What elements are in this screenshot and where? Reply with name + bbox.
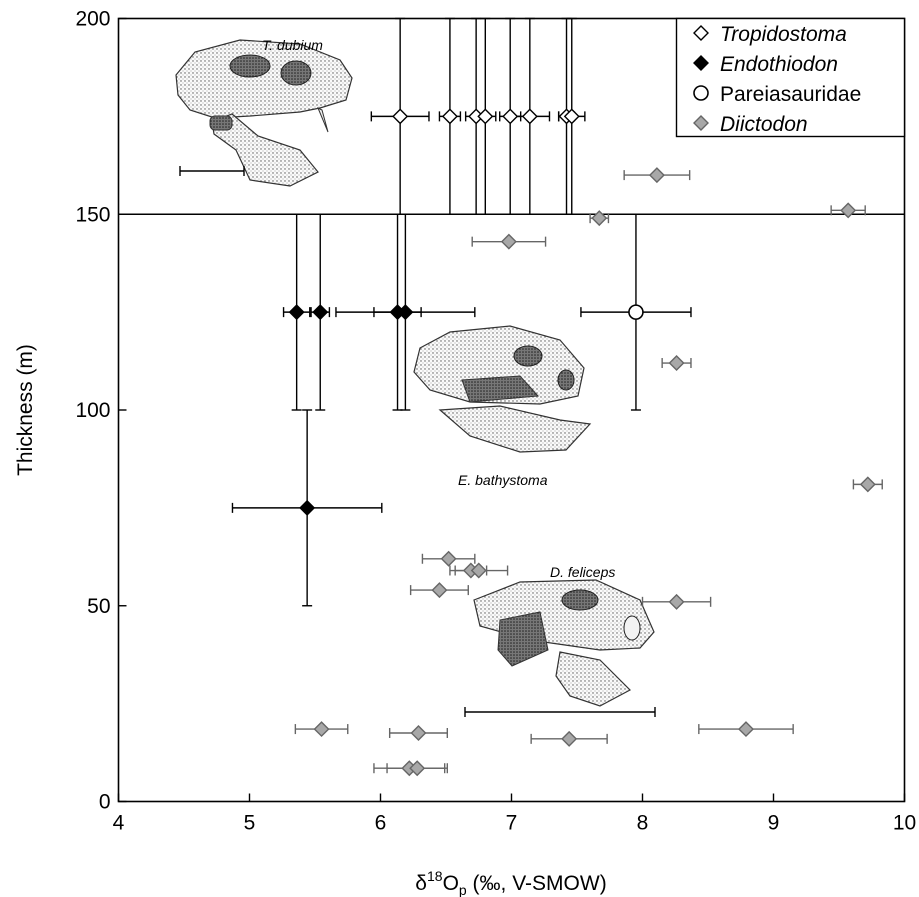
marker-endothiodon-0 [288, 304, 305, 321]
marker-tropidostoma-7 [563, 108, 580, 125]
legend: Tropidostoma Endothiodon Pareiasauridae … [675, 17, 906, 138]
x-axis-label-delta: δ [415, 872, 427, 895]
y-tick-label-0: 0 [99, 791, 111, 814]
marker-tropidostoma-5 [521, 108, 538, 125]
legend-marker-pareiasauridae [693, 85, 709, 101]
marker-diictodon-0 [648, 167, 665, 184]
marker-tropidostoma-3 [477, 108, 494, 125]
x-axis-label-superscript: 18 [427, 868, 443, 884]
y-tick-label-3: 150 [75, 203, 110, 226]
skull-illustration-t-dubium [175, 39, 353, 187]
marker-diictodon-11 [313, 721, 330, 738]
x-axis-label-subscript: p [459, 882, 467, 897]
marker-diictodon-12 [410, 724, 427, 741]
marker-tropidostoma-1 [441, 108, 458, 125]
skull-illustration-d-feliceps [473, 579, 655, 707]
marker-diictodon-8 [470, 562, 487, 579]
x-tick-label-5: 9 [768, 812, 780, 835]
x-tick-label-2: 6 [375, 812, 387, 835]
y-tick-label-4: 200 [75, 8, 110, 31]
marker-diictodon-3 [500, 233, 517, 250]
marker-pareiasauridae-0 [628, 304, 644, 320]
marker-diictodon-10 [668, 593, 685, 610]
legend-marker-endothiodon [693, 55, 709, 71]
data-markers [288, 108, 876, 777]
x-axis-label-o: O [443, 872, 459, 895]
x-tick-label-3: 7 [506, 812, 518, 835]
x-tick-label-4: 8 [637, 812, 649, 835]
specimen-label-e-bathystoma: E. bathystoma [458, 472, 548, 488]
x-tick-label-1: 5 [244, 812, 256, 835]
marker-diictodon-13 [738, 721, 754, 738]
legend-label-pareiasauridae: Pareiasauridae [720, 83, 861, 106]
marker-endothiodon-3 [397, 304, 414, 321]
marker-diictodon-6 [440, 550, 457, 567]
y-tick-label-1: 50 [87, 595, 110, 618]
marker-diictodon-2 [591, 210, 608, 227]
legend-label-tropidostoma: Tropidostoma [720, 23, 847, 46]
x-axis-label: δ18Op (‰, V-SMOW) [415, 868, 606, 897]
marker-diictodon-4 [668, 355, 685, 372]
marker-diictodon-9 [431, 582, 448, 599]
legend-label-diictodon: Diictodon [720, 113, 808, 136]
marker-tropidostoma-4 [502, 108, 519, 125]
x-tick-label-6: 10 [893, 812, 916, 835]
marker-diictodon-1 [840, 202, 857, 219]
marker-diictodon-5 [859, 476, 876, 493]
skull-illustration-e-bathystoma [413, 325, 592, 453]
x-axis-label-units: (‰, V-SMOW) [467, 872, 607, 895]
legend-marker-diictodon [693, 115, 709, 131]
x-tick-label-0: 4 [113, 812, 125, 835]
marker-endothiodon-4 [299, 499, 316, 516]
marker-endothiodon-1 [312, 304, 329, 321]
legend-box [675, 17, 906, 138]
legend-label-endothiodon: Endothiodon [720, 53, 838, 76]
marker-diictodon-14 [561, 730, 578, 747]
y-axis-label: Thickness (m) [14, 344, 37, 476]
specimen-label-d-feliceps: D. feliceps [550, 564, 615, 580]
y-tick-label-2: 100 [75, 399, 110, 422]
specimen-label-t-dubium: T. dubium [262, 37, 323, 53]
marker-tropidostoma-0 [392, 108, 409, 125]
legend-marker-tropidostoma [693, 25, 709, 41]
marker-diictodon-16 [409, 760, 426, 777]
